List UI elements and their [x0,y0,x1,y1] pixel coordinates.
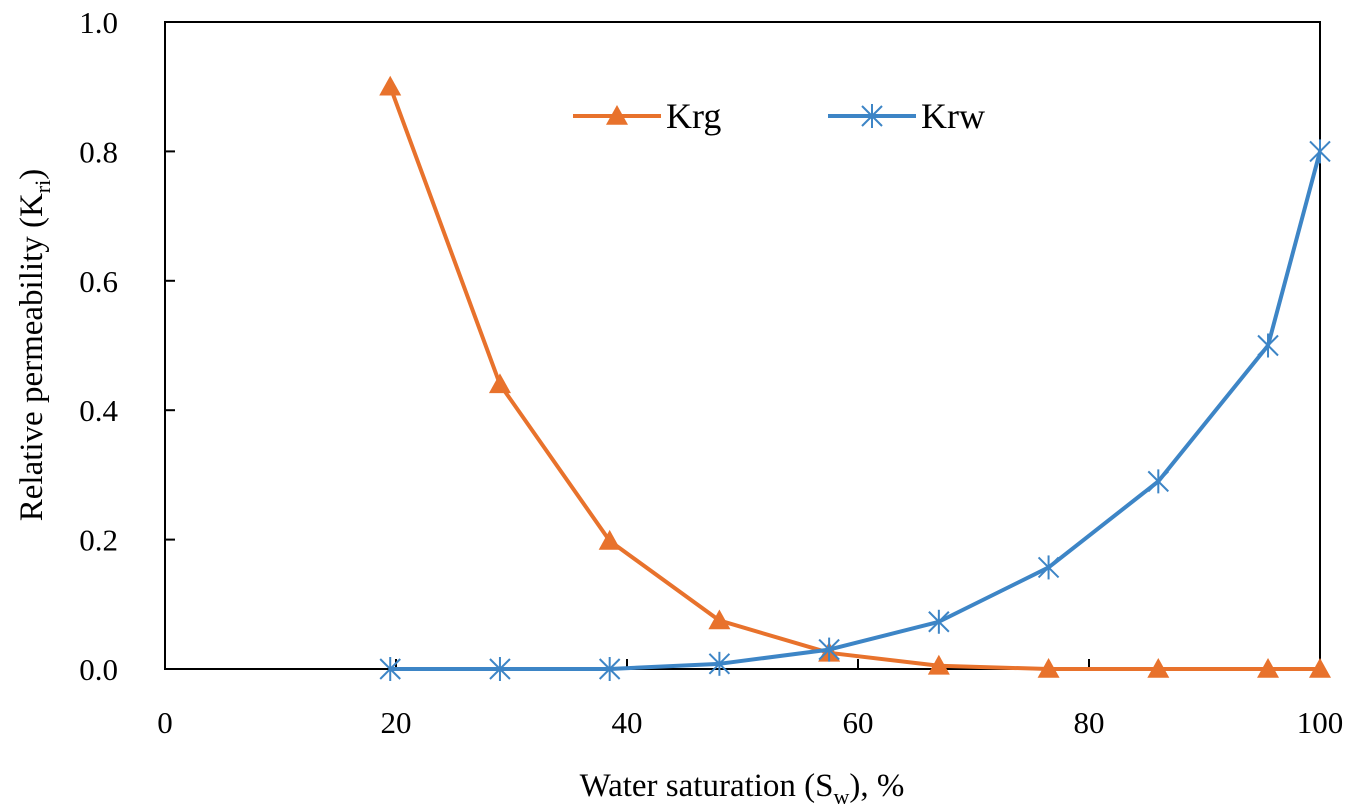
point-krw-6 [1037,555,1060,580]
series-krw [379,139,1331,681]
point-krg-8 [1257,658,1280,678]
y-tick-label-0.6: 0.6 [79,264,118,299]
point-krw-1 [489,657,511,681]
x-axis-title-sub: w [834,784,850,809]
point-krg-3 [708,609,731,630]
legend-marker-krw [861,104,883,128]
x-axis-title-tail: ), % [849,768,904,804]
x-tick-label-40: 40 [612,705,643,740]
legend-label-krg: Krg [666,96,721,136]
y-tick-label-0.4: 0.4 [79,393,118,428]
legend: Krg Krw [573,96,985,136]
y-axis-title-main: Relative permeability (K [14,193,50,521]
x-axis-title: Water saturation (Sw), % [580,768,905,809]
point-krg-5 [927,654,950,675]
point-krg-9 [1309,658,1331,678]
series-krg [379,75,1331,678]
y-tick-label-0.2: 0.2 [79,523,118,558]
series-layer [379,75,1331,681]
point-krg-7 [1147,658,1170,678]
y-tick-label-1.0: 1.0 [79,5,118,40]
y-axis-title: Relative permeability (Kri) [14,169,55,522]
point-krw-8 [1257,333,1279,358]
y-tick-label-0.8: 0.8 [79,134,118,169]
point-krg-1 [488,373,511,394]
point-krg-0 [379,75,402,96]
point-krg-6 [1037,658,1060,678]
legend-label-krw: Krw [921,96,985,136]
point-krw-2 [598,657,621,681]
y-axis-title-tail: ) [14,169,50,180]
series-line-krw [390,150,1322,671]
plot-area-frame [164,21,1321,670]
x-tick-label-60: 60 [843,705,874,740]
point-krw-4 [818,637,840,662]
point-krw-9 [1309,139,1331,164]
x-tick-label-0: 0 [157,705,173,740]
y-tick-label-0.0: 0.0 [79,652,118,687]
series-line-krg [388,86,1320,671]
point-krw-3 [708,651,731,676]
x-tick-label-20: 20 [381,705,412,740]
point-krw-5 [928,609,950,634]
x-tick-label-80: 80 [1074,705,1105,740]
x-tick-label-100: 100 [1297,705,1344,740]
axis-ticks: 0 20 40 60 80 100 0.0 0.2 0.4 0.6 0.8 1.0 [79,5,1343,740]
point-krw-7 [1147,469,1170,494]
legend-marker-krg [606,105,628,125]
point-krg-2 [598,529,621,550]
point-krw-0 [379,657,401,681]
y-axis-title-sub: ri [30,180,55,193]
x-axis-title-main: Water saturation (S [580,768,834,804]
